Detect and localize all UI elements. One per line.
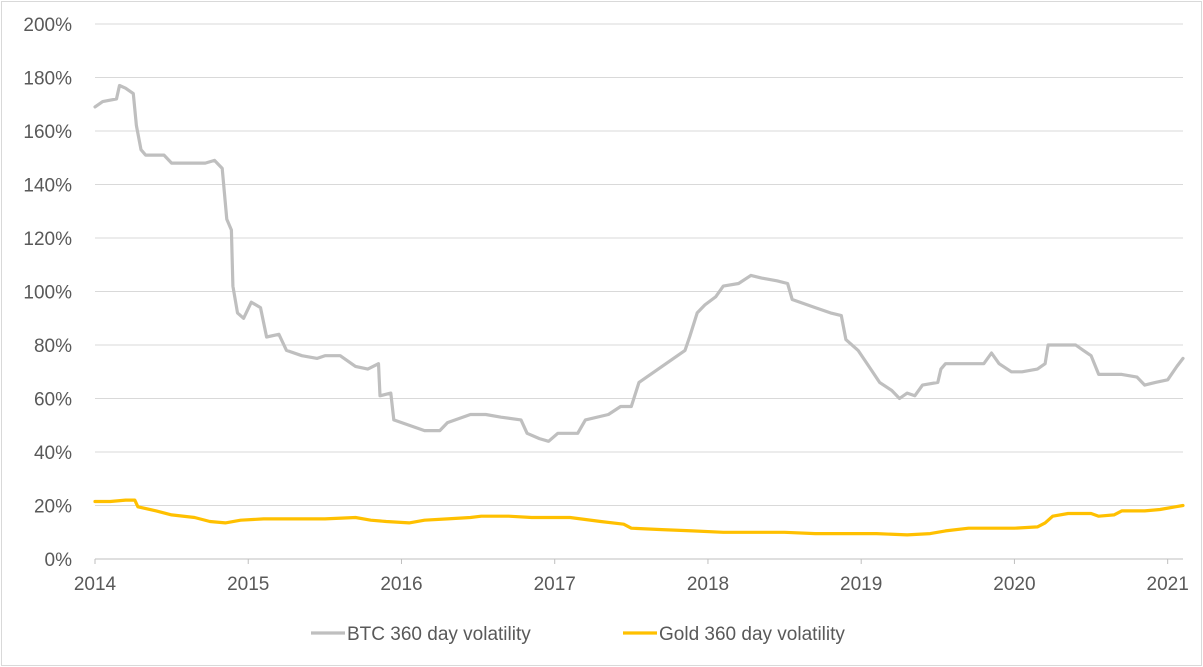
x-tick-label: 2015 [227,574,269,595]
x-tick-label: 2014 [74,574,117,595]
y-tick-label: 200% [23,15,72,36]
series-line-btc [93,83,1185,443]
gridlines [95,23,1183,506]
series-line-gold [93,498,1185,537]
x-tick-label: 2016 [380,574,422,595]
x-tick-label: 2017 [534,574,576,595]
y-axis-ticks: 0% 20% 40% 60% 80% 100% 120% 140% 160% 180% 200% [23,15,72,571]
series-lines [93,83,1185,537]
x-tick-label: 2021 [1147,574,1189,595]
y-tick-label: 140% [23,176,72,197]
y-tick-label: 100% [23,283,72,304]
legend: BTC 360 day volatility Gold 360 day volat… [311,624,845,645]
y-tick-label: 120% [23,229,72,250]
y-tick-label: 160% [23,122,72,143]
y-tick-label: 20% [34,497,72,518]
y-tick-label: 0% [45,550,73,571]
legend-label: Gold 360 day volatility [659,624,845,645]
y-tick-label: 80% [34,336,72,357]
x-tick-label: 2020 [993,574,1035,595]
legend-label: BTC 360 day volatility [347,624,531,645]
y-tick-label: 40% [34,443,72,464]
y-tick-label: 60% [34,390,72,411]
x-tick-label: 2018 [687,574,729,595]
x-tick-label: 2019 [840,574,882,595]
x-axis-ticks: 2014 2015 2016 2017 2018 2019 2020 2021 [74,559,1189,595]
y-tick-label: 180% [23,69,72,90]
